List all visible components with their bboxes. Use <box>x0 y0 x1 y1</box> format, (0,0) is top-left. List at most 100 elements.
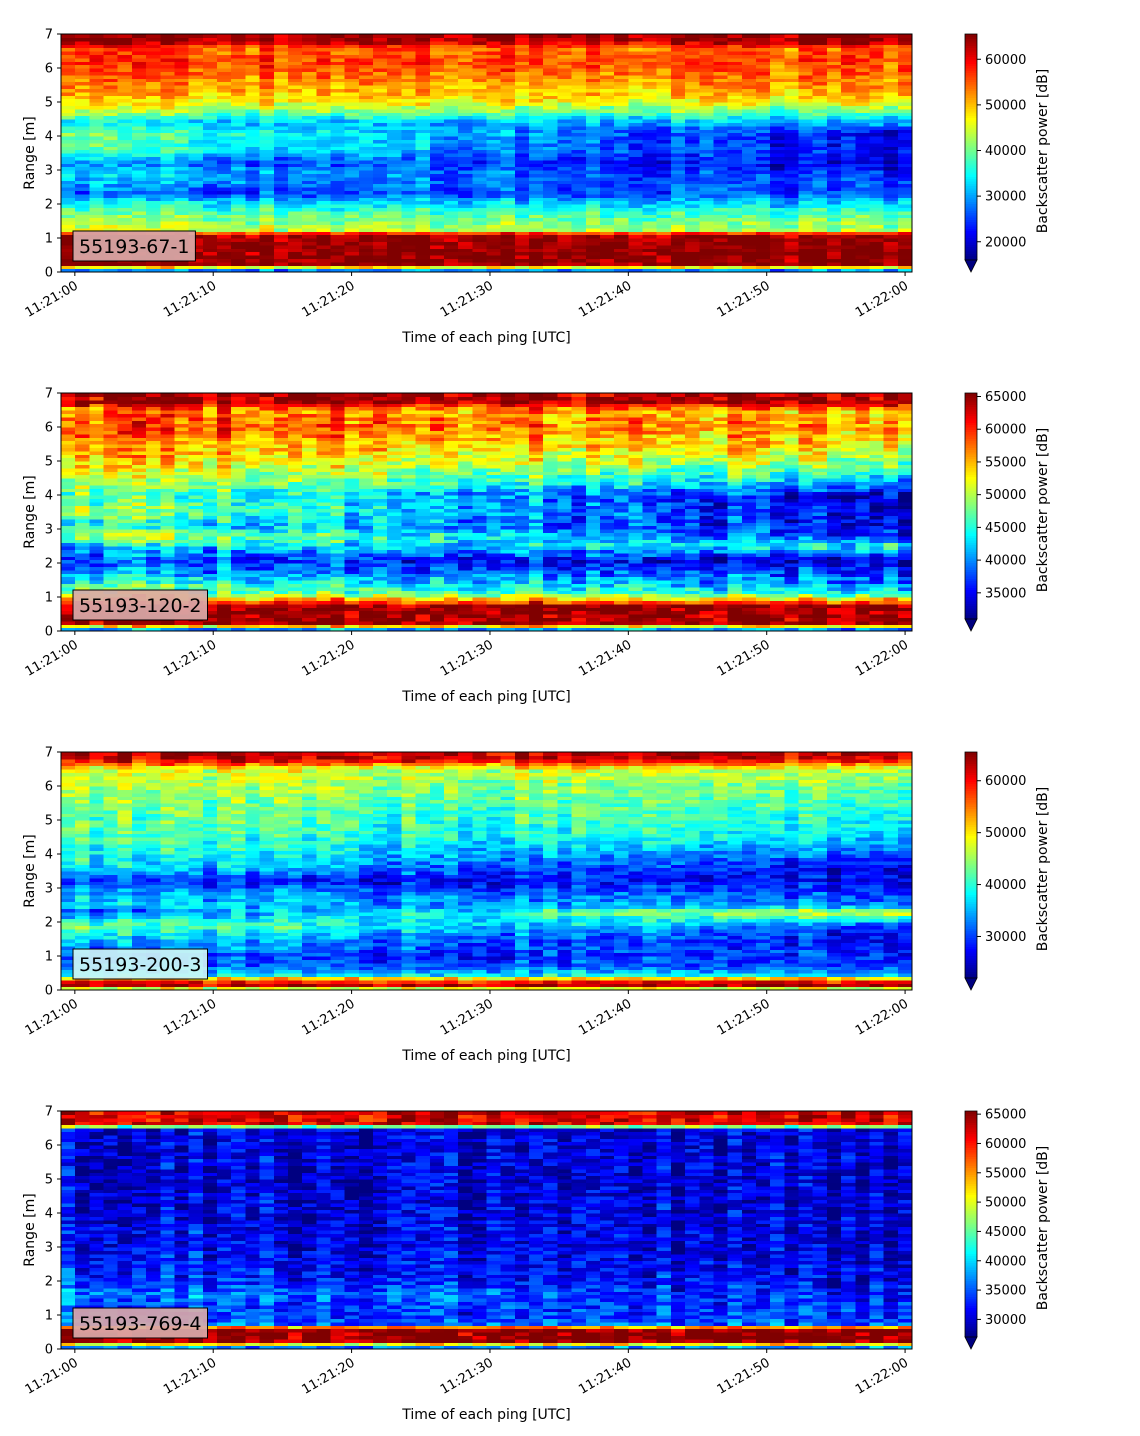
heatmap-cell <box>344 180 360 185</box>
heatmap-cell <box>146 580 161 584</box>
heatmap-cell <box>231 129 246 134</box>
heatmap-cell <box>302 74 317 79</box>
heatmap-cell <box>529 88 544 93</box>
heatmap-cell <box>614 224 629 229</box>
heatmap-cell <box>798 54 814 59</box>
heatmap-cell <box>543 258 559 263</box>
heatmap-cell <box>486 119 502 123</box>
heatmap-cell <box>812 255 828 259</box>
heatmap-cell <box>443 190 459 195</box>
heatmap-cell <box>89 57 105 62</box>
heatmap-cell <box>855 129 871 134</box>
heatmap-cell <box>75 129 90 134</box>
heatmap-cell <box>316 180 332 185</box>
heatmap-cell <box>458 153 473 157</box>
heatmap-cell <box>61 546 76 550</box>
heatmap-cell <box>131 85 147 89</box>
heatmap-cell <box>670 176 686 181</box>
heatmap-cell <box>443 265 459 270</box>
heatmap-cell <box>401 74 417 79</box>
heatmap-cell <box>61 238 76 242</box>
heatmap-cell <box>599 74 615 79</box>
heatmap-cell <box>146 187 161 191</box>
heatmap-cell <box>514 74 530 79</box>
heatmap-cell <box>401 200 417 205</box>
heatmap-cell <box>117 416 133 421</box>
heatmap-cell <box>302 115 317 120</box>
heatmap-cell <box>146 47 161 52</box>
heatmap-cell <box>557 207 573 212</box>
heatmap-cell <box>387 159 402 164</box>
heatmap-cell <box>259 197 275 202</box>
heatmap-cell <box>500 132 516 137</box>
heatmap-cell <box>812 129 828 134</box>
heatmap-cell <box>784 85 800 89</box>
heatmap-cell <box>614 268 629 273</box>
heatmap-cell <box>61 620 76 625</box>
heatmap-cell <box>231 197 246 202</box>
heatmap-cell <box>429 146 445 151</box>
heatmap-cell <box>401 37 417 42</box>
heatmap-cell <box>458 244 473 249</box>
heatmap-cell <box>557 37 573 42</box>
heatmap-cell <box>217 268 232 273</box>
heatmap-cell <box>103 180 119 185</box>
heatmap-cell <box>642 132 658 137</box>
heatmap-cell <box>89 512 105 516</box>
heatmap-cell <box>486 81 502 86</box>
heatmap-cell <box>656 61 672 66</box>
heatmap-cell <box>344 227 360 232</box>
heatmap-cell <box>571 64 587 69</box>
heatmap-cell <box>188 129 204 134</box>
heatmap-cell <box>628 129 644 134</box>
heatmap-cell <box>217 156 232 161</box>
heatmap-cell <box>486 146 502 151</box>
heatmap-cell <box>826 74 842 79</box>
heatmap-cell <box>89 61 105 66</box>
heatmap-cell <box>415 261 431 266</box>
heatmap-cell <box>75 559 90 564</box>
heatmap-cell <box>287 146 303 151</box>
heatmap-cell <box>685 47 700 52</box>
heatmap-cell <box>302 142 317 147</box>
heatmap-cell <box>61 583 76 588</box>
heatmap-cell <box>117 119 133 123</box>
heatmap-cell <box>358 139 374 144</box>
heatmap-cell <box>670 210 686 215</box>
heatmap-cell <box>358 217 374 222</box>
heatmap-cell <box>387 44 402 49</box>
heatmap-cell <box>302 88 317 93</box>
heatmap-cell <box>500 234 516 239</box>
heatmap-cell <box>500 105 516 110</box>
heatmap-cell <box>61 610 76 615</box>
heatmap-cell <box>273 102 289 106</box>
heatmap-cell <box>146 515 161 520</box>
heatmap-cell <box>841 71 856 76</box>
heatmap-cell <box>131 430 147 435</box>
colorbar-swatch <box>965 226 977 229</box>
heatmap-cell <box>741 255 757 259</box>
heatmap-cell <box>514 51 530 55</box>
colorbar-swatch <box>965 38 977 42</box>
heatmap-cell <box>302 261 317 266</box>
heatmap-cell <box>188 146 204 151</box>
heatmap-cell <box>784 91 800 96</box>
heatmap-cell <box>231 132 246 137</box>
heatmap-cell <box>103 44 119 49</box>
heatmap-cell <box>458 64 473 69</box>
heatmap-cell <box>500 85 516 89</box>
heatmap-cell <box>174 539 190 544</box>
heatmap-cell <box>883 68 899 72</box>
heatmap-cell <box>571 265 587 270</box>
heatmap-cell <box>174 423 190 428</box>
heatmap-cell <box>841 170 856 174</box>
heatmap-cell <box>89 586 105 591</box>
heatmap-cell <box>855 149 871 154</box>
heatmap-cell <box>699 91 715 96</box>
heatmap-cell <box>599 156 615 161</box>
heatmap-cell <box>656 74 672 79</box>
heatmap-cell <box>302 238 317 242</box>
heatmap-cell <box>358 231 374 236</box>
heatmap-cell <box>160 512 176 516</box>
heatmap-cell <box>713 119 729 123</box>
